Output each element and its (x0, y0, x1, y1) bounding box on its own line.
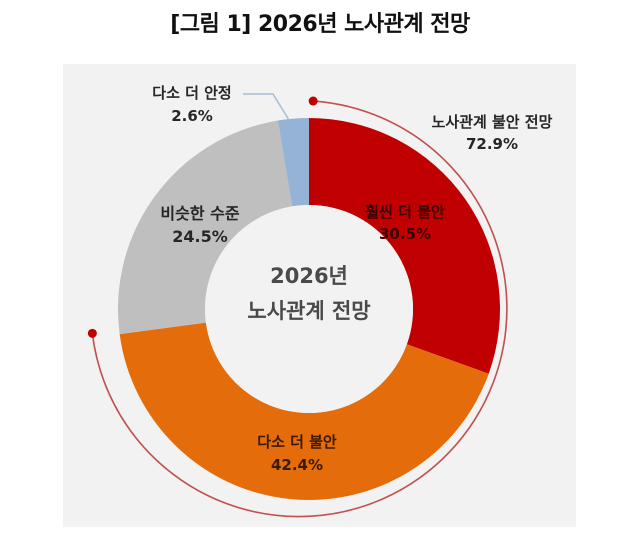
center-label-year: 2026년 (270, 264, 348, 288)
value-slightly-more-unstable: 42.4% (271, 456, 323, 474)
value-much-more-unstable: 30.5% (379, 225, 431, 243)
arc-end-dot (87, 328, 97, 338)
label-slightly-more-unstable: 다소 더 불안 (257, 433, 337, 451)
donut-slice (118, 120, 293, 335)
label-much-more-unstable: 훨씬 더 불안 (365, 203, 445, 221)
donut-slices (118, 118, 500, 500)
value-similar: 24.5% (172, 227, 228, 246)
donut-slice (119, 322, 489, 500)
label-slightly-stable: 다소 더 안정 (152, 84, 231, 102)
donut-slice (309, 118, 500, 374)
donut-hole (205, 205, 413, 413)
label-similar: 비슷한 수준 (160, 204, 239, 223)
arc-start-dot (308, 96, 318, 106)
value-slightly-stable: 2.6% (171, 107, 213, 125)
center-label-title: 노사관계 전망 (247, 299, 370, 323)
donut-slice (277, 118, 309, 207)
callout-label: 노사관계 불안 전망 (432, 113, 553, 131)
figure-title: [그림 1] 2026년 노사관계 전망 (170, 12, 470, 37)
leader-line (243, 93, 290, 121)
callout-value: 72.9% (466, 135, 518, 153)
callout-arc (91, 100, 508, 518)
